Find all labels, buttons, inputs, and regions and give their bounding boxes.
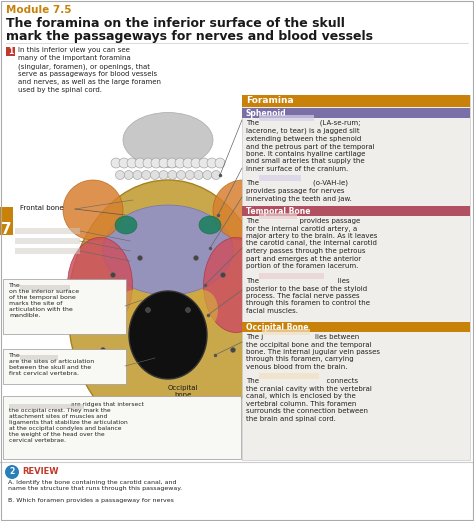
- Ellipse shape: [213, 180, 273, 240]
- Text: and nerves, as well as the large foramen: and nerves, as well as the large foramen: [18, 79, 161, 85]
- FancyBboxPatch shape: [242, 206, 470, 216]
- FancyBboxPatch shape: [15, 238, 80, 244]
- Circle shape: [185, 170, 194, 180]
- Circle shape: [175, 158, 185, 168]
- Circle shape: [207, 158, 217, 168]
- Text: The foramina on the inferior surface of the skull: The foramina on the inferior surface of …: [6, 17, 345, 30]
- Circle shape: [100, 348, 106, 353]
- Ellipse shape: [118, 290, 148, 330]
- Text: Temporal Bone: Temporal Bone: [246, 207, 310, 216]
- FancyBboxPatch shape: [259, 213, 297, 219]
- Text: Foramina: Foramina: [246, 96, 293, 105]
- Text: (singular, foramen), or openings, that: (singular, foramen), or openings, that: [18, 63, 150, 69]
- FancyBboxPatch shape: [259, 115, 314, 121]
- Text: The
on the inferior surface
of the temporal bone
marks the site of
articulation : The on the inferior surface of the tempo…: [9, 283, 79, 318]
- Circle shape: [151, 158, 161, 168]
- Circle shape: [124, 170, 133, 180]
- Ellipse shape: [123, 113, 213, 167]
- Text: are ridges that intersect
the occipital crest. They mark the
attachment sites of: are ridges that intersect the occipital …: [9, 402, 144, 443]
- FancyBboxPatch shape: [3, 349, 127, 383]
- FancyBboxPatch shape: [15, 248, 80, 254]
- Circle shape: [194, 170, 203, 180]
- Circle shape: [146, 307, 151, 313]
- Circle shape: [215, 158, 225, 168]
- Circle shape: [185, 307, 191, 313]
- Text: Occipital
bone: Occipital bone: [168, 385, 198, 398]
- Circle shape: [127, 158, 137, 168]
- Text: The j                       lies between
the occipital bone and the temporal
bon: The j lies between the occipital bone an…: [246, 334, 380, 370]
- Text: Sphenoid: Sphenoid: [246, 109, 287, 118]
- Circle shape: [159, 170, 168, 180]
- Circle shape: [193, 255, 199, 260]
- Ellipse shape: [199, 216, 221, 234]
- FancyBboxPatch shape: [242, 322, 470, 332]
- Circle shape: [116, 170, 125, 180]
- Text: mark the passageways for nerves and blood vessels: mark the passageways for nerves and bloo…: [6, 30, 373, 43]
- Text: The                           (LA-se-rum;
lacerone, to tear) is a jagged slit
ex: The (LA-se-rum; lacerone, to tear) is a …: [246, 120, 374, 172]
- Text: many of the important foramina: many of the important foramina: [18, 55, 131, 61]
- Ellipse shape: [129, 291, 207, 379]
- FancyBboxPatch shape: [259, 175, 301, 181]
- FancyBboxPatch shape: [242, 95, 470, 107]
- Ellipse shape: [115, 216, 137, 234]
- Text: The                  provides passage
for the internal carotid artery, a
major a: The provides passage for the internal ca…: [246, 218, 377, 269]
- Text: A. Identify the bone containing the carotid canal, and
name the structure that r: A. Identify the bone containing the caro…: [8, 480, 182, 491]
- Text: The                        (o-VAH-le)
provides passage for nerves
innervating th: The (o-VAH-le) provides passage for nerv…: [246, 180, 352, 202]
- Circle shape: [5, 465, 19, 479]
- Text: Module 7.5: Module 7.5: [6, 5, 72, 15]
- Text: 2: 2: [9, 467, 15, 477]
- FancyBboxPatch shape: [6, 47, 15, 56]
- Text: Frontal bone: Frontal bone: [20, 205, 64, 211]
- Circle shape: [183, 158, 193, 168]
- Circle shape: [177, 170, 186, 180]
- FancyBboxPatch shape: [3, 279, 127, 333]
- FancyBboxPatch shape: [20, 355, 58, 360]
- Text: Occipital Bone: Occipital Bone: [246, 323, 309, 332]
- Circle shape: [167, 158, 177, 168]
- Text: B. Which foramen provides a passageway for nerves: B. Which foramen provides a passageway f…: [8, 498, 174, 503]
- Circle shape: [230, 348, 236, 353]
- Circle shape: [203, 170, 212, 180]
- Text: In this inferior view you can see: In this inferior view you can see: [18, 47, 130, 53]
- Text: serve as passageways for blood vessels: serve as passageways for blood vessels: [18, 71, 157, 77]
- Text: used by the spinal cord.: used by the spinal cord.: [18, 87, 102, 93]
- Circle shape: [142, 170, 151, 180]
- FancyBboxPatch shape: [242, 108, 470, 118]
- Circle shape: [159, 158, 169, 168]
- Text: The                              connects
the cranial cavity with the vertebral
: The connects the cranial cavity with the…: [246, 378, 372, 421]
- Ellipse shape: [188, 290, 218, 330]
- FancyBboxPatch shape: [262, 329, 310, 335]
- Circle shape: [211, 170, 220, 180]
- FancyBboxPatch shape: [9, 404, 84, 409]
- Ellipse shape: [67, 238, 133, 332]
- Circle shape: [133, 170, 142, 180]
- FancyBboxPatch shape: [259, 373, 319, 379]
- FancyBboxPatch shape: [242, 95, 470, 460]
- Circle shape: [199, 158, 209, 168]
- Text: The
are the sites of articulation
between the skull and the
first cervical verte: The are the sites of articulation betwee…: [9, 353, 94, 376]
- Circle shape: [220, 272, 226, 278]
- Ellipse shape: [203, 238, 268, 332]
- Circle shape: [137, 255, 143, 260]
- Circle shape: [191, 158, 201, 168]
- FancyBboxPatch shape: [3, 395, 241, 458]
- FancyBboxPatch shape: [15, 228, 80, 234]
- FancyBboxPatch shape: [259, 273, 324, 279]
- Circle shape: [168, 170, 177, 180]
- Circle shape: [111, 158, 121, 168]
- Text: REVIEW: REVIEW: [22, 467, 58, 476]
- Ellipse shape: [103, 205, 233, 295]
- FancyBboxPatch shape: [20, 285, 70, 290]
- FancyBboxPatch shape: [0, 207, 13, 235]
- Circle shape: [110, 272, 116, 278]
- Circle shape: [135, 158, 145, 168]
- Text: 7: 7: [1, 222, 12, 237]
- Circle shape: [143, 158, 153, 168]
- Circle shape: [150, 170, 159, 180]
- Text: The                                   lies
posterior to the base of the styloid
: The lies posterior to the base of the st…: [246, 278, 370, 314]
- Circle shape: [119, 158, 129, 168]
- Ellipse shape: [68, 180, 268, 440]
- Ellipse shape: [63, 180, 123, 240]
- Text: 1: 1: [8, 46, 13, 56]
